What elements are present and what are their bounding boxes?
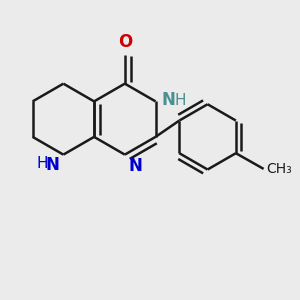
Text: N: N: [46, 156, 60, 174]
Text: N: N: [161, 91, 175, 109]
Text: H: H: [175, 93, 187, 108]
Text: O: O: [118, 33, 133, 51]
Text: CH₃: CH₃: [266, 162, 292, 176]
Text: N: N: [128, 157, 142, 175]
Text: H: H: [36, 156, 48, 171]
